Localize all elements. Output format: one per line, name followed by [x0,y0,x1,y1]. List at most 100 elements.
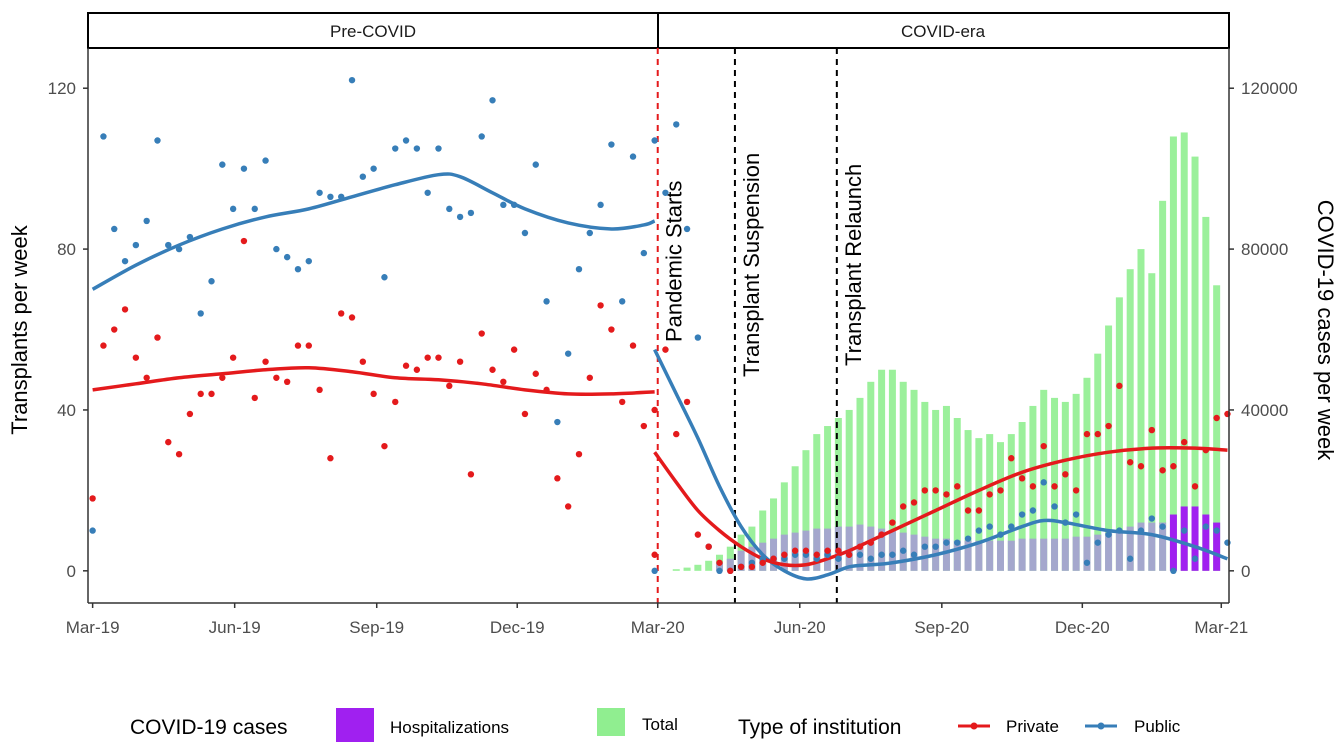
point-private [1008,455,1015,462]
point-private [1094,430,1101,438]
point-private [662,346,669,353]
point-private [197,390,204,398]
point-private [165,438,172,446]
point-private [748,563,756,571]
y2-tick-label: 40000 [1241,401,1288,420]
bar-total [964,430,972,571]
point-public [900,547,907,554]
bar-total [1083,377,1091,571]
point-private [943,491,950,498]
bar-hospitalizations [888,530,896,571]
bar-hospitalizations [1040,538,1048,571]
bar-hospitalizations [748,546,756,571]
point-private [186,410,194,418]
point-private [510,346,518,353]
point-private [1018,475,1026,482]
bar-total [1180,132,1188,571]
point-private [229,354,237,361]
point-private [111,326,118,333]
point-private [413,366,421,373]
point-public [121,257,129,265]
point-private [1191,483,1199,490]
point-public [381,274,388,281]
bar-total [672,569,680,571]
point-private [208,390,215,398]
point-public [1029,507,1037,514]
bar-hospitalizations [953,540,961,571]
bar-hospitalizations [1007,540,1015,571]
point-public [997,531,1004,538]
bar-total [1137,249,1145,571]
bar-total [1115,297,1123,571]
point-private [997,487,1004,494]
bar-total [694,564,702,571]
point-private [1148,426,1156,434]
bar-total [834,418,842,571]
bar-hospitalizations [1180,506,1188,571]
point-private [1202,446,1210,454]
x-tick-label: Sep-19 [349,618,404,637]
point-public [532,161,539,168]
bar-total [1007,434,1015,571]
point-public [132,241,140,249]
point-private [359,358,367,365]
bar-total [1105,325,1113,571]
point-private [1159,467,1166,474]
point-private [575,450,583,458]
bar-total [1094,353,1102,571]
bar-total [759,510,767,571]
event-label: Pandemic Starts [662,181,687,342]
point-public [273,245,280,253]
point-private [100,342,107,349]
point-private [316,386,323,394]
point-private [619,398,626,406]
point-public [500,201,507,209]
point-private [694,531,702,538]
point-private [845,551,853,558]
point-public [446,205,453,213]
bar-hospitalizations [770,538,778,571]
point-public [640,249,648,257]
bar-hospitalizations [1191,506,1199,571]
bar-total [899,381,907,571]
point-public [1072,511,1080,518]
point-private [305,342,312,349]
point-private [802,547,810,554]
bar-total [878,369,886,571]
bar-total [1202,216,1210,571]
bar-total [824,426,832,571]
y2-axis-title: COVID-19 cases per week [1313,200,1338,461]
point-public [208,278,215,285]
point-private [651,406,658,414]
point-private [392,398,399,406]
point-private [456,358,464,365]
point-public [1202,523,1210,530]
point-public [283,253,291,261]
point-private [835,547,842,554]
point-public [586,229,593,237]
point-public [921,543,929,550]
point-private [1062,471,1069,478]
y-tick-label: 40 [57,401,76,420]
bar-hospitalizations [737,550,745,571]
point-private [608,326,615,333]
bar-hospitalizations [1072,536,1080,571]
bar-hospitalizations [867,526,875,571]
point-private [240,237,248,245]
bar-hospitalizations [1029,538,1037,571]
point-public [716,567,723,575]
point-public [564,350,572,357]
point-private [856,543,864,550]
point-private [1083,430,1091,438]
point-public [510,201,518,209]
point-private [705,543,712,550]
point-public [338,193,345,201]
point-public [954,539,961,546]
legend: COVID-19 cases Hospitalizations Total Ty… [130,708,1181,742]
point-public [111,225,118,233]
point-private [975,507,983,514]
point-public [597,201,604,209]
bar-hospitalizations [1105,532,1113,571]
legend-key-private [958,722,990,730]
point-private [867,539,874,546]
